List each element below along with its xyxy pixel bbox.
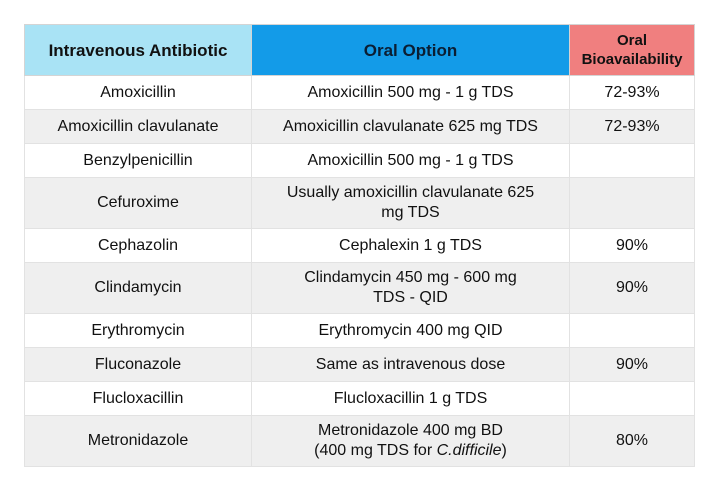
header-bio-line1: Oral xyxy=(616,32,647,49)
table-row: Cephazolin Cephalexin 1 g TDS 90% xyxy=(24,228,695,263)
table-row: Cefuroxime Usually amoxicillin clavulana… xyxy=(24,177,695,229)
cell-oral: Amoxicillin clavulanate 625 mg TDS xyxy=(251,109,570,144)
cell-bio: 90% xyxy=(569,262,695,314)
cell-oral-line2b: C.difficile xyxy=(436,442,502,459)
cell-iv: Amoxicillin xyxy=(24,75,252,110)
cell-bio: 72-93% xyxy=(569,75,695,110)
cell-bio: 90% xyxy=(569,347,695,382)
table-header-row: Intravenous Antibiotic Oral Option Oral B… xyxy=(24,24,695,76)
table-row: Metronidazole Metronidazole 400 mg BD (40… xyxy=(24,415,695,467)
cell-bio xyxy=(569,143,695,178)
table-row: Benzylpenicillin Amoxicillin 500 mg - 1 … xyxy=(24,143,695,178)
cell-oral: Same as intravenous dose xyxy=(251,347,570,382)
cell-iv: Cefuroxime xyxy=(24,177,252,229)
cell-oral-line1: Metronidazole 400 mg BD xyxy=(318,422,503,439)
header-oral-option: Oral Option xyxy=(251,24,570,76)
table-row: Erythromycin Erythromycin 400 mg QID xyxy=(24,313,695,348)
cell-oral: Metronidazole 400 mg BD (400 mg TDS for C… xyxy=(251,415,570,467)
antibiotic-table-container: Intravenous Antibiotic Oral Option Oral B… xyxy=(24,24,695,467)
cell-iv: Benzylpenicillin xyxy=(24,143,252,178)
table-row: Fluconazole Same as intravenous dose 90% xyxy=(24,347,695,382)
cell-iv: Amoxicillin clavulanate xyxy=(24,109,252,144)
header-oral-bioavailability: Oral Bioavailability xyxy=(569,24,695,76)
cell-bio xyxy=(569,381,695,416)
cell-oral: Amoxicillin 500 mg - 1 g TDS xyxy=(251,75,570,110)
cell-oral-line2c: ) xyxy=(501,442,507,459)
cell-iv: Fluconazole xyxy=(24,347,252,382)
header-intravenous-antibiotic: Intravenous Antibiotic xyxy=(24,24,252,76)
cell-bio: 72-93% xyxy=(569,109,695,144)
cell-bio xyxy=(569,313,695,348)
antibiotic-conversion-table: Intravenous Antibiotic Oral Option Oral B… xyxy=(24,24,695,467)
cell-oral: Cephalexin 1 g TDS xyxy=(251,228,570,263)
cell-oral-line2: mg TDS xyxy=(381,204,440,221)
cell-iv: Flucloxacillin xyxy=(24,381,252,416)
cell-iv: Erythromycin xyxy=(24,313,252,348)
cell-oral: Usually amoxicillin clavulanate 625 mg TD… xyxy=(251,177,570,229)
cell-oral: Amoxicillin 500 mg - 1 g TDS xyxy=(251,143,570,178)
cell-bio: 80% xyxy=(569,415,695,467)
cell-iv: Cephazolin xyxy=(24,228,252,263)
cell-bio xyxy=(569,177,695,229)
cell-oral: Clindamycin 450 mg - 600 mg TDS - QID xyxy=(251,262,570,314)
table-row: Clindamycin Clindamycin 450 mg - 600 mg T… xyxy=(24,262,695,314)
cell-oral-line2a: (400 mg TDS for xyxy=(314,442,437,459)
cell-oral-line2: TDS - QID xyxy=(373,289,448,306)
cell-iv: Metronidazole xyxy=(24,415,252,467)
cell-oral-line1: Usually amoxicillin clavulanate 625 xyxy=(286,184,535,201)
header-bio-line2: Bioavailability xyxy=(581,51,683,68)
cell-oral: Erythromycin 400 mg QID xyxy=(251,313,570,348)
cell-oral: Flucloxacillin 1 g TDS xyxy=(251,381,570,416)
cell-iv: Clindamycin xyxy=(24,262,252,314)
table-row: Amoxicillin Amoxicillin 500 mg - 1 g TDS… xyxy=(24,75,695,110)
table-row: Flucloxacillin Flucloxacillin 1 g TDS xyxy=(24,381,695,416)
table-row: Amoxicillin clavulanate Amoxicillin clav… xyxy=(24,109,695,144)
cell-oral-line1: Clindamycin 450 mg - 600 mg xyxy=(304,269,517,286)
cell-bio: 90% xyxy=(569,228,695,263)
